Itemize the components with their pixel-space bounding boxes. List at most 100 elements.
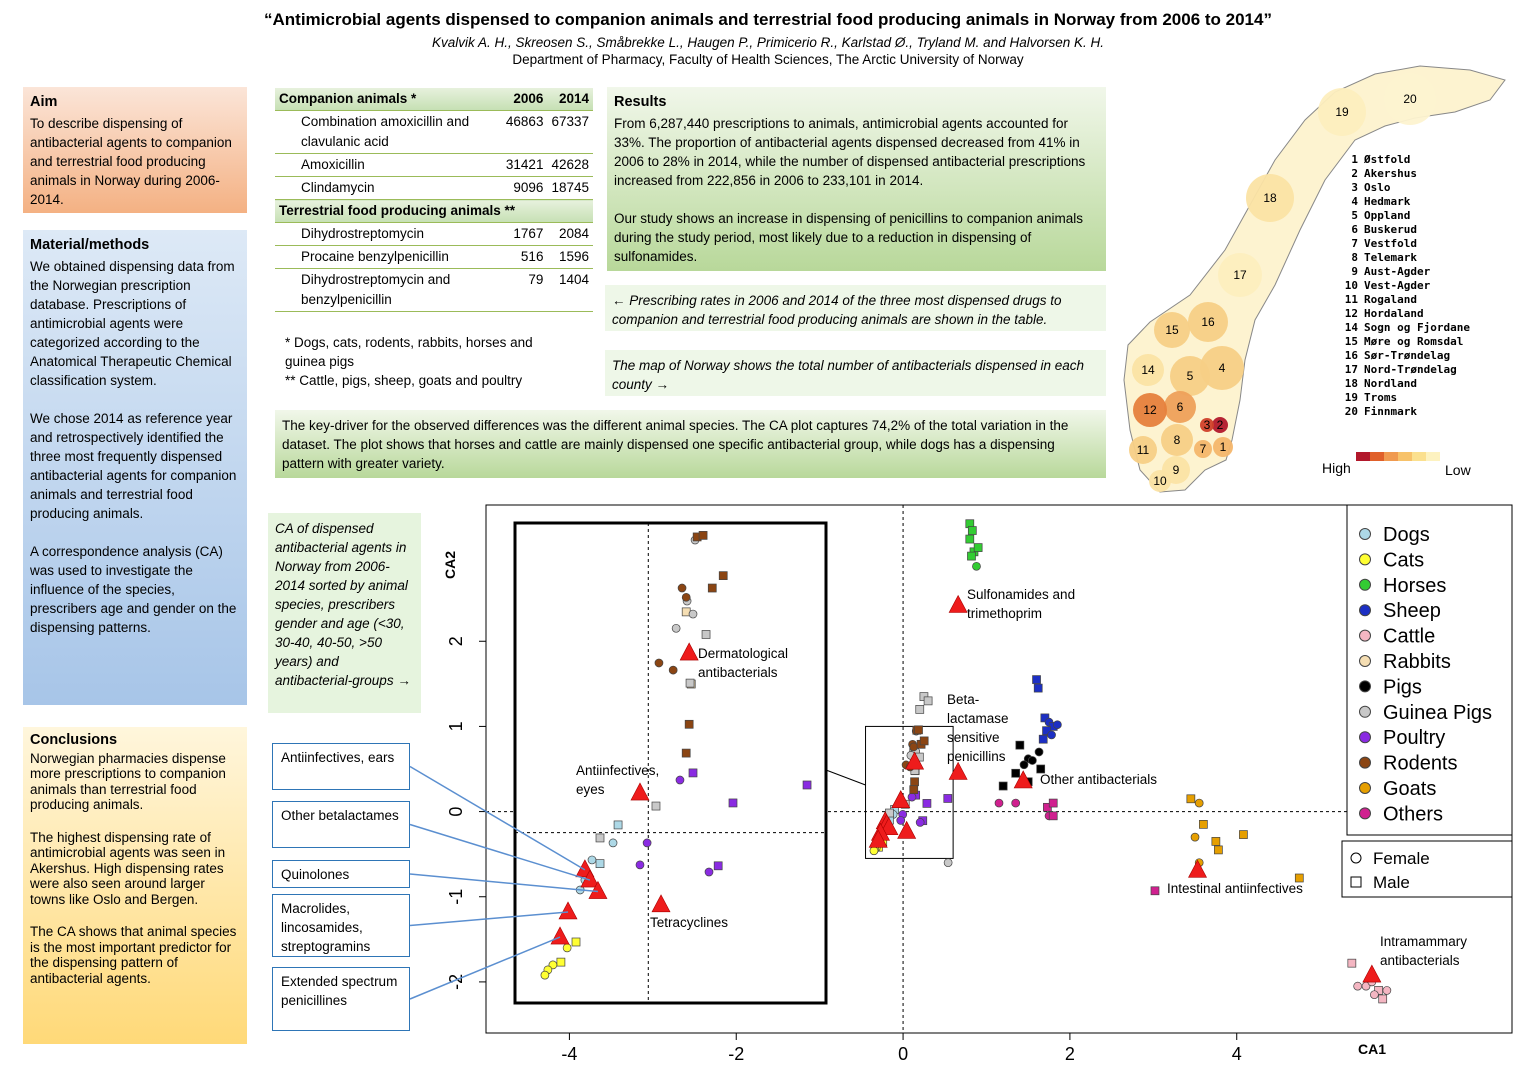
legend-label: Cats: [1383, 549, 1424, 571]
county-entry: 3 Oslo: [1342, 181, 1470, 195]
legend-label: Rodents: [1383, 753, 1458, 775]
county-number: 20: [1344, 405, 1358, 418]
county-number: 7: [1200, 442, 1207, 456]
methods-box: Material/methods We obtained dispensing …: [23, 230, 247, 705]
county-name: Nordland: [1364, 377, 1417, 390]
county-number: 3: [1204, 418, 1211, 432]
drug-name: Procaine benzylpenicillin: [275, 245, 502, 269]
county-number: 14: [1141, 363, 1155, 377]
county-name: Sør-Trøndelag: [1364, 349, 1451, 362]
county-entry: 18 Nordland: [1342, 377, 1470, 391]
conclusions-box: Conclusions Norwegian pharmacies dispens…: [23, 727, 247, 1044]
county-name: Hordaland: [1364, 307, 1424, 320]
point: [1053, 720, 1062, 730]
table: Companion animals * 2006 2014 Combination a…: [275, 88, 593, 312]
county-number: 3: [1351, 181, 1358, 194]
text: To describe dispensing of antibacterial …: [30, 116, 232, 207]
count: 1596: [547, 245, 593, 269]
legend-marker: [1359, 604, 1371, 617]
point: [1048, 811, 1058, 821]
county-entry: 15 Møre og Romsdal: [1342, 335, 1470, 349]
y-tick-label: -2: [446, 974, 466, 990]
county-name: Østfold: [1364, 153, 1411, 166]
point: [677, 583, 687, 593]
county-number: 1: [1220, 440, 1227, 454]
antibacterial-group: [1362, 964, 1382, 983]
map-legend-swatch: [1426, 452, 1440, 461]
county-area: [1218, 253, 1262, 297]
point: [688, 768, 698, 778]
county-name: Rogaland: [1364, 293, 1417, 306]
legend-marker: [1359, 705, 1371, 718]
county-name: Oppland: [1364, 209, 1411, 222]
table-wrap: Companion animals * 2006 2014 Combination a…: [275, 88, 593, 312]
drug-name: Clindamycin: [275, 176, 502, 200]
count: 46863: [501, 110, 548, 154]
point: [681, 748, 691, 758]
point: [1347, 958, 1357, 968]
count: 9096: [501, 176, 548, 200]
legend-label: Horses: [1383, 575, 1446, 597]
heading: Results: [614, 94, 667, 110]
legend-marker: [1359, 578, 1371, 591]
county-area: [1149, 470, 1171, 492]
aim-box: Aim To describe dispensing of antibacter…: [23, 87, 247, 213]
county-area: [1161, 424, 1193, 456]
county-entry: 11 Rogaland: [1342, 293, 1470, 307]
antibacterial-group: [1013, 770, 1033, 789]
legend-label: Rabbits: [1383, 651, 1451, 673]
map-legend-swatch: [1384, 452, 1398, 461]
x-axis-label: CA1: [1358, 1041, 1386, 1057]
county-name: Troms: [1364, 391, 1398, 404]
count: 42628: [547, 153, 593, 177]
x-tick-label: -4: [561, 1044, 577, 1064]
county-name: Akershus: [1364, 167, 1417, 180]
county-number: 19: [1335, 105, 1349, 119]
county-area: [1133, 393, 1167, 427]
point: [943, 858, 953, 868]
point: [1019, 760, 1029, 770]
point: [1239, 830, 1248, 839]
paragraph: The highest dispensing rate of antimicro…: [30, 829, 226, 907]
county-number: 18: [1263, 191, 1277, 205]
county-number: 2: [1217, 418, 1224, 432]
point: [613, 820, 623, 830]
ca-caption: CA of dispensed antibacterial agents in …: [268, 513, 421, 713]
point: [869, 846, 879, 856]
point: [907, 792, 917, 802]
county-number: 10: [1344, 279, 1358, 292]
point: [922, 799, 932, 808]
note-table: ← Prescribing rates in 2006 and 2014 of …: [605, 285, 1106, 331]
legend-marker: [1359, 807, 1371, 820]
point: [915, 818, 925, 827]
shape-legend-label: Female: [1373, 849, 1430, 868]
point: [698, 531, 708, 540]
drug-name: Combination amoxicillin and clavulanic a…: [275, 110, 502, 154]
shape-legend-marker: [1350, 876, 1362, 888]
key-driver: The key-driver for the observed differen…: [275, 410, 1106, 478]
county-number: 6: [1177, 400, 1184, 414]
point: [910, 777, 919, 787]
legend-marker: [1359, 782, 1371, 794]
point: [642, 838, 652, 848]
legend-label: Others: [1383, 803, 1443, 825]
point: [1353, 981, 1363, 991]
inset-frame: [513, 521, 828, 1005]
point: [684, 719, 694, 729]
y-tick-label: 2: [446, 636, 466, 646]
county-entry: 7 Vestfold: [1342, 237, 1470, 251]
point: [1048, 798, 1058, 808]
county-entry: 9 Aust-Agder: [1342, 265, 1470, 279]
drug-name: Amoxicillin: [275, 153, 502, 177]
county-number: 17: [1344, 363, 1358, 376]
callout-arrow: [409, 911, 569, 927]
county-name: Vestfold: [1364, 237, 1417, 250]
antibacterial-group: [1188, 859, 1208, 878]
footnotes: * Dogs, cats, rodents, rabbits, horses a…: [285, 333, 565, 390]
county-area: [1170, 356, 1210, 396]
point: [1047, 730, 1056, 740]
point: [668, 665, 678, 675]
authors: Kvalvik A. H., Skreosen S., Småbrekke L.…: [431, 35, 1104, 50]
paragraph: Norwegian pharmacies dispense more presc…: [30, 750, 226, 813]
county-number: 9: [1351, 265, 1358, 278]
